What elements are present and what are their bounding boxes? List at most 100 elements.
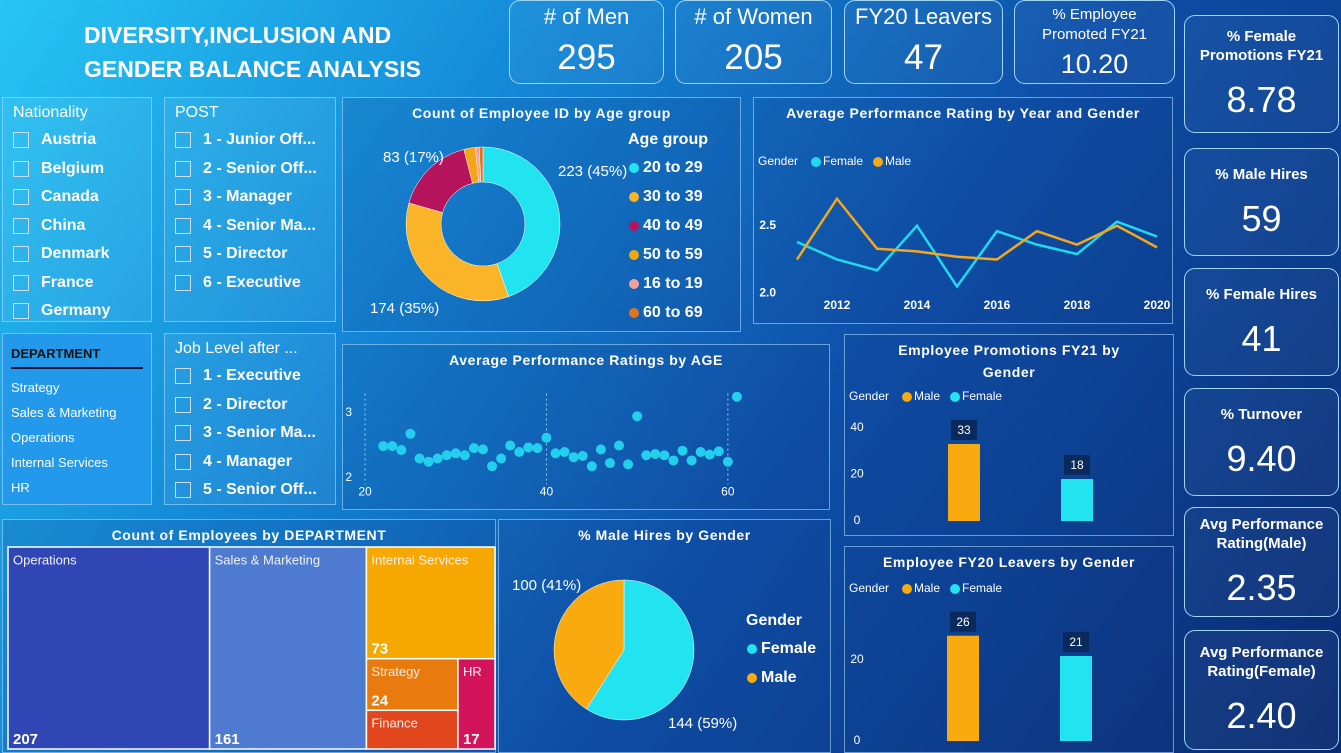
slicer-header[interactable]: POST [175, 104, 219, 121]
checkbox[interactable] [13, 132, 29, 149]
panel: Average Performance Ratings by AGE [342, 344, 830, 510]
checkbox[interactable] [175, 132, 191, 149]
slicer-item[interactable]: Denmark [13, 240, 141, 269]
slicer-header[interactable]: DEPARTMENT [11, 338, 143, 369]
slicer-header[interactable]: Job Level after ... [175, 340, 298, 357]
slicer-item-label[interactable]: Belgium [41, 159, 105, 177]
slicer-item-label[interactable]: 2 - Director [203, 395, 288, 413]
checkbox[interactable] [13, 189, 29, 206]
slicer-item-label[interactable]: Denmark [41, 245, 110, 263]
slicer-item-label[interactable]: France [41, 273, 94, 291]
chart-title: Employee Promotions FY21 by Gender [898, 342, 1120, 380]
panel: Average Performance Rating by Year and G… [753, 97, 1173, 324]
checkbox[interactable] [13, 217, 29, 234]
slicer-item[interactable]: 2 - Senior Off... [175, 155, 325, 184]
slicer-item-label[interactable]: Sales & Marketing [11, 405, 117, 420]
checkbox[interactable] [175, 482, 191, 499]
slicer-item[interactable]: Sales & Marketing [11, 400, 143, 425]
panel: % Male Hires by Gender [498, 519, 831, 753]
slicer-item-label[interactable]: 5 - Senior Off... [203, 481, 317, 499]
checkbox[interactable] [175, 368, 191, 385]
slicer-item[interactable]: Canada [13, 183, 141, 212]
checkbox[interactable] [175, 217, 191, 234]
kpi-value: 47 [904, 38, 943, 77]
slicer-item-label[interactable]: Germany [41, 302, 111, 320]
slicer: POST 1 - Junior Off... 2 - Senior Off... 3 … [164, 97, 336, 322]
checkbox[interactable] [175, 274, 191, 291]
slicer-item-label[interactable]: 6 - Executive [203, 273, 301, 291]
slicer-item-label[interactable]: Operations [11, 430, 75, 445]
checkbox[interactable] [175, 453, 191, 470]
kpi-card: % Female Hires 41 [1184, 268, 1339, 376]
panel: Count of Employees by DEPARTMENT [2, 519, 496, 753]
slicer-item-label[interactable]: 4 - Manager [203, 452, 292, 470]
kpi-card: % Employee Promoted FY21 10.20 [1014, 0, 1175, 84]
kpi-label: % Female Promotions FY21 [1199, 28, 1324, 64]
slicer-item[interactable]: 3 - Senior Ma... [175, 419, 325, 448]
slicer-item[interactable]: 5 - Senior Off... [175, 476, 325, 504]
checkbox[interactable] [175, 160, 191, 177]
checkbox[interactable] [175, 396, 191, 413]
kpi-label: FY20 Leavers [855, 4, 992, 29]
checkbox[interactable] [175, 189, 191, 206]
slicer-item[interactable]: 3 - Manager [175, 183, 325, 212]
kpi-card: Avg Performance Rating(Female) 2.40 [1184, 630, 1339, 750]
kpi-value: 9.40 [1226, 437, 1297, 479]
kpi-value: 2.35 [1226, 567, 1297, 608]
slicer-item[interactable]: 1 - Junior Off... [175, 126, 325, 155]
title-line: DIVERSITY,INCLUSION AND [84, 22, 392, 48]
checkbox[interactable] [175, 425, 191, 442]
slicer-item[interactable]: Austria [13, 126, 141, 155]
kpi-label: % Female Hires [1206, 285, 1317, 303]
chart-title: Average Performance Ratings by AGE [449, 352, 723, 368]
slicer: Nationality Austria Belgium Canada China Denm… [2, 97, 152, 322]
slicer-header[interactable]: Nationality [13, 104, 88, 121]
slicer: DEPARTMENT Strategy Sales & Marketing Opera… [2, 333, 152, 505]
slicer-item-label[interactable]: Austria [41, 131, 97, 149]
checkbox[interactable] [13, 246, 29, 263]
slicer-item[interactable]: 2 - Director [175, 391, 325, 420]
checkbox[interactable] [13, 160, 29, 177]
kpi-label: % Turnover [1220, 405, 1303, 423]
slicer-item-label[interactable]: China [41, 216, 86, 234]
slicer-item-label[interactable]: HR [11, 480, 30, 495]
panel: Count of Employee ID by Age group [342, 97, 741, 332]
slicer-item-label[interactable]: 1 - Junior Off... [203, 131, 316, 149]
slicer-item-label[interactable]: 3 - Manager [203, 188, 292, 206]
kpi-card: # of Men 295 [509, 0, 664, 84]
slicer-item[interactable]: Belgium [13, 155, 141, 184]
slicer-item-label[interactable]: 4 - Senior Ma... [203, 216, 316, 234]
slicer-item[interactable]: 5 - Director [175, 240, 325, 269]
kpi-value: 59 [1241, 197, 1282, 239]
slicer-item[interactable]: HR [11, 475, 143, 500]
slicer-item[interactable]: 4 - Manager [175, 448, 325, 477]
slicer-item-label[interactable]: 5 - Director [203, 245, 288, 263]
slicer-item[interactable]: Operations [11, 425, 143, 450]
slicer-item[interactable]: Strategy [11, 375, 143, 400]
panel: Employee FY20 Leavers by Gender [844, 546, 1174, 753]
slicer-item-label[interactable]: Internal Services [11, 455, 108, 470]
slicer-item-label[interactable]: 2 - Senior Off... [203, 159, 317, 177]
slicer-item[interactable]: 1 - Executive [175, 362, 325, 391]
checkbox[interactable] [13, 274, 29, 291]
slicer-item[interactable]: Internal Services [11, 450, 143, 475]
kpi-label: % Employee Promoted FY21 [1041, 5, 1148, 43]
kpi-label: Avg Performance Rating(Female) [1199, 644, 1324, 680]
slicer-item[interactable]: Germany [13, 297, 141, 321]
slicer-item-label[interactable]: 3 - Senior Ma... [203, 424, 316, 442]
slicer-item-label[interactable]: Strategy [11, 380, 60, 395]
checkbox[interactable] [13, 303, 29, 320]
slicer-item-label[interactable]: Canada [41, 188, 99, 206]
slicer-item[interactable]: China [13, 212, 141, 241]
slicer-item[interactable]: France [13, 269, 141, 298]
kpi-card: # of Women 205 [675, 0, 832, 84]
kpi-value: 41 [1241, 317, 1282, 359]
kpi-value: 2.40 [1226, 695, 1297, 736]
kpi-label: # of Women [694, 4, 813, 29]
slicer-item[interactable]: 4 - Senior Ma... [175, 212, 325, 241]
slicer-item-label[interactable]: 1 - Executive [203, 367, 301, 385]
checkbox[interactable] [175, 246, 191, 263]
slicer: Job Level after ... 1 - Executive 2 - Dire… [164, 333, 336, 505]
slicer-item[interactable]: 6 - Executive [175, 269, 325, 298]
